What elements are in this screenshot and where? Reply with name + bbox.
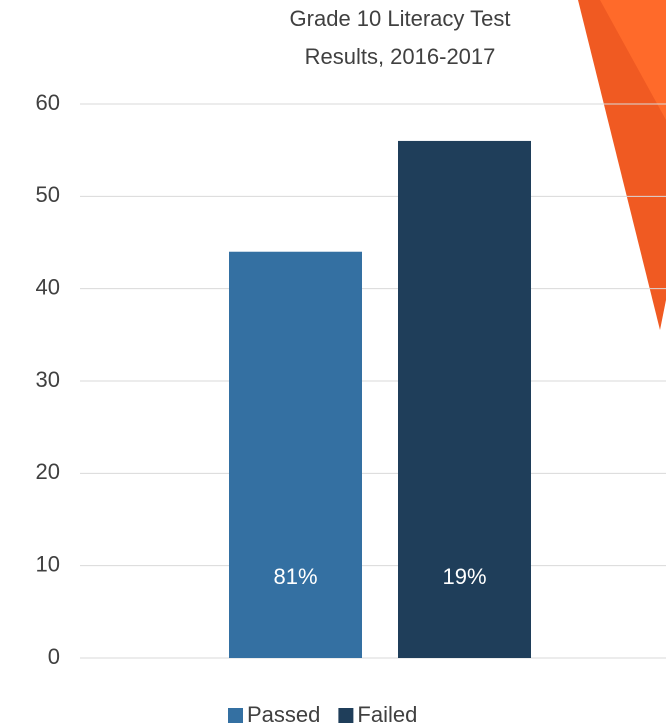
chart-title: Grade 10 Literacy Test Results, 2016-2017 (290, 6, 511, 69)
bar (229, 251, 362, 658)
legend-swatch (338, 708, 354, 723)
y-tick-label: 0 (48, 644, 60, 669)
y-tick-label: 40 (36, 274, 60, 299)
decoration (600, 0, 666, 120)
bar (398, 140, 531, 658)
y-tick-label: 60 (36, 90, 60, 115)
bar-annotation: 19% (442, 564, 486, 589)
legend-label: Passed (247, 702, 320, 727)
title-line: Grade 10 Literacy Test (290, 6, 511, 31)
title-line: Results, 2016-2017 (305, 44, 496, 69)
bar-annotation: 81% (273, 564, 317, 589)
y-tick-label: 20 (36, 459, 60, 484)
decoration (578, 0, 666, 330)
legend-label: Failed (357, 702, 417, 727)
y-tick-label: 30 (36, 367, 60, 392)
legend-swatch (228, 708, 243, 723)
y-tick-label: 50 (36, 182, 60, 207)
y-tick-label: 10 (36, 551, 60, 576)
